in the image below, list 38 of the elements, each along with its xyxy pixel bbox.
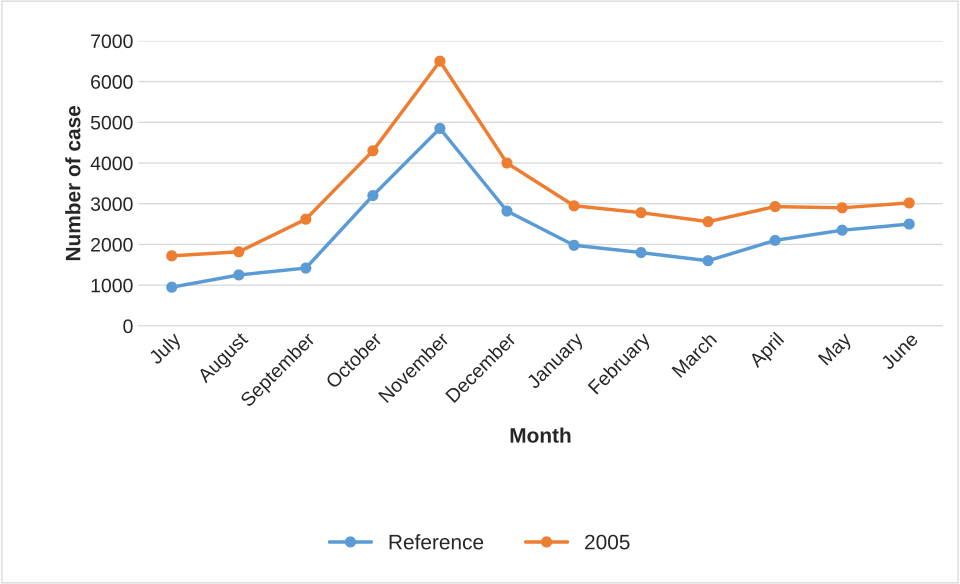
point xyxy=(367,145,378,156)
point xyxy=(233,269,244,281)
point xyxy=(434,56,446,67)
point xyxy=(770,201,781,212)
y-tick-label: 6000 xyxy=(91,75,133,89)
point xyxy=(836,202,848,214)
point xyxy=(300,214,312,225)
point xyxy=(434,122,446,134)
point xyxy=(568,240,580,251)
point xyxy=(501,206,513,217)
point xyxy=(300,262,312,274)
x-tick-label: May xyxy=(818,331,855,368)
point xyxy=(904,218,915,230)
y-tick-label: 1000 xyxy=(92,278,133,292)
point xyxy=(836,224,848,236)
y-tick-label: 7000 xyxy=(91,34,133,48)
point xyxy=(635,247,647,258)
point xyxy=(770,234,781,246)
point xyxy=(367,190,378,202)
x-tick-label: July xyxy=(148,330,185,368)
legend-label: 2005 xyxy=(585,534,630,550)
y-tick-label: 0 xyxy=(123,319,133,334)
point xyxy=(501,157,513,169)
point xyxy=(166,250,178,262)
point xyxy=(166,282,178,293)
y-tick-label: 5000 xyxy=(90,116,133,130)
y-tick-label: 4000 xyxy=(90,156,133,170)
point xyxy=(568,200,580,212)
y-tick-label: 3000 xyxy=(90,197,133,211)
point xyxy=(702,255,714,266)
x-axis-title: Month xyxy=(510,427,570,443)
y-tick-label: 2000 xyxy=(91,238,133,252)
point xyxy=(904,197,915,208)
point xyxy=(635,207,647,218)
y-axis-title: Number of case xyxy=(65,106,80,260)
point xyxy=(233,246,244,258)
point xyxy=(702,216,714,228)
legend-label: Reference xyxy=(390,534,484,550)
